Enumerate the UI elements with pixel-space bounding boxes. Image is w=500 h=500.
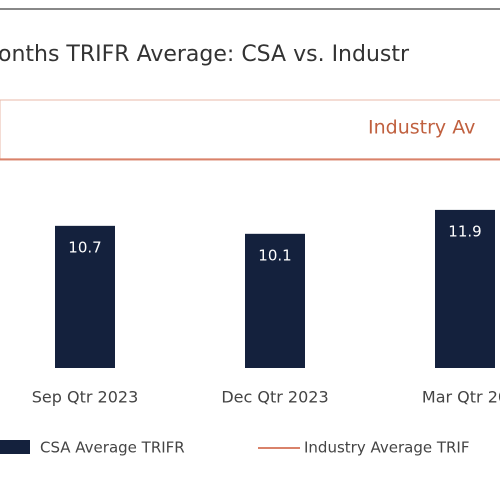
bar (435, 209, 495, 368)
x-tick-label: Dec Qtr 2023 (221, 388, 328, 407)
legend-label: CSA Average TRIFR (40, 439, 185, 457)
bar (55, 225, 115, 368)
bar (245, 233, 305, 368)
data-label: 10.1 (258, 246, 291, 264)
data-label: 11.9 (448, 222, 481, 240)
x-tick-label: Sep Qtr 2023 (32, 388, 139, 407)
legend-swatch (0, 440, 30, 454)
legend-label: Industry Average TRIF (304, 439, 469, 457)
data-label: 10.7 (68, 238, 101, 256)
annotation: Industry Av (368, 117, 475, 139)
x-tick-label: Mar Qtr 20 (422, 388, 500, 407)
chart-title: onths TRIFR Average: CSA vs. Industr (0, 42, 410, 67)
